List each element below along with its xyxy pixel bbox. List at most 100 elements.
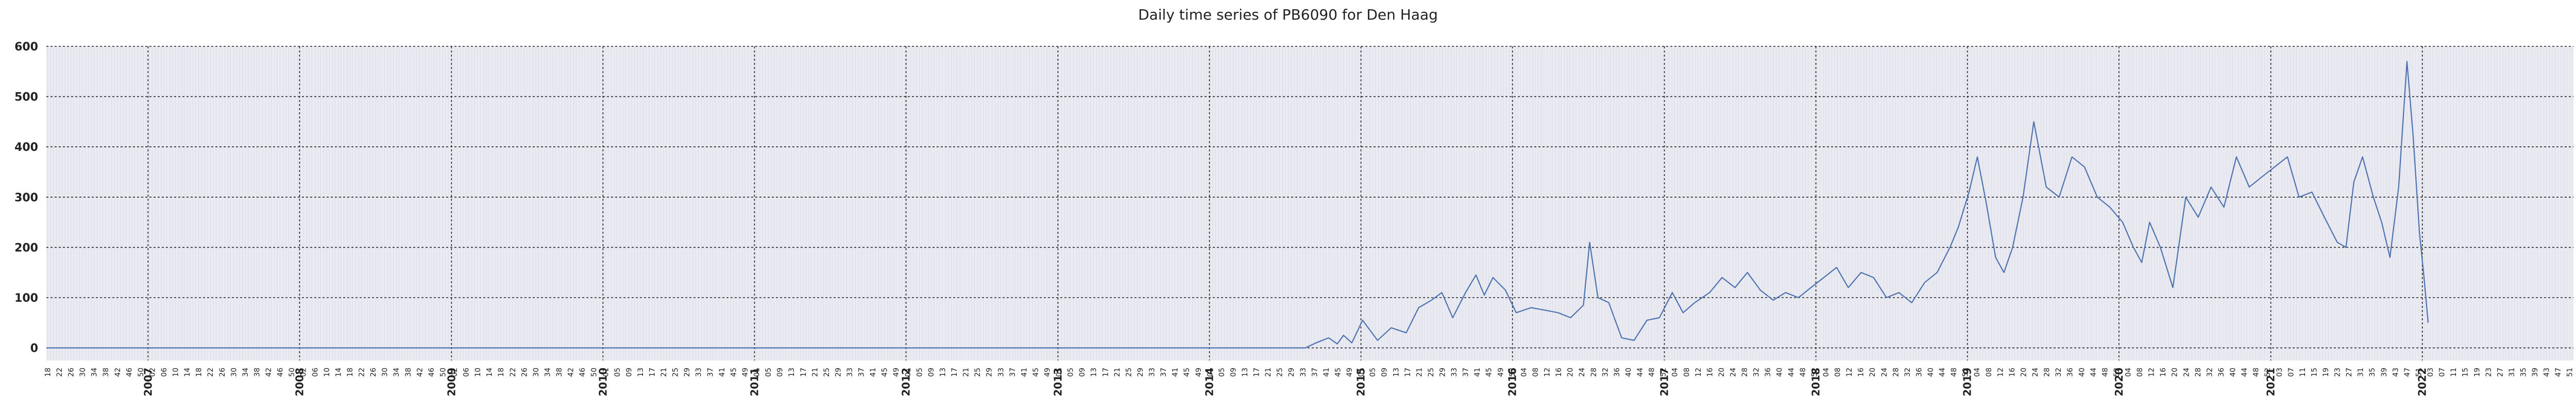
x-tick-label-week: 40 bbox=[1624, 368, 1633, 377]
x-tick-label-week: 13 bbox=[1392, 368, 1400, 377]
x-tick-label-week: 01 bbox=[1358, 368, 1366, 377]
x-tick-label-week: 08 bbox=[1683, 368, 1691, 377]
x-tick-label-week: 21 bbox=[660, 368, 668, 377]
series-line bbox=[46, 61, 2429, 349]
x-tick-label-week: 12 bbox=[2148, 368, 2156, 377]
x-tick-label-week: 35 bbox=[2368, 368, 2377, 377]
x-tick-label-week: 39 bbox=[2380, 368, 2388, 377]
x-tick-label-week: 02 bbox=[451, 368, 459, 377]
y-tick-label: 600 bbox=[14, 41, 38, 54]
y-tick-label: 200 bbox=[14, 242, 38, 254]
x-tick-label-week: 51 bbox=[2566, 368, 2574, 377]
x-tick-label-week: 29 bbox=[1439, 368, 1447, 377]
x-tick-label-week: 43 bbox=[2543, 368, 2551, 377]
x-tick-label-week: 46 bbox=[125, 368, 133, 377]
x-tick-label-week: 03 bbox=[2276, 368, 2284, 377]
x-tick-label-week: 30 bbox=[532, 368, 540, 377]
x-tick-label-week: 15 bbox=[2462, 368, 2470, 377]
x-tick-label-week: 16 bbox=[2008, 368, 2016, 377]
x-tick-label-week: 05 bbox=[1218, 368, 1226, 377]
x-tick-label-week: 05 bbox=[765, 368, 773, 377]
x-tick-label-week: 44 bbox=[2241, 368, 2249, 377]
x-tick-label-week: 05 bbox=[614, 368, 622, 377]
x-tick-label-week: 32 bbox=[2055, 368, 2063, 377]
chart-title: Daily time series of PB6090 for Den Haag bbox=[1138, 6, 1438, 23]
x-tick-label-week: 35 bbox=[2520, 368, 2528, 377]
x-tick-label-week: 27 bbox=[2496, 368, 2504, 377]
x-tick-label-week: 32 bbox=[2206, 368, 2214, 377]
x-tick-label-week: 37 bbox=[1160, 368, 1168, 377]
x-tick-label-week: 25 bbox=[823, 368, 831, 377]
x-tick-label-week: 50 bbox=[439, 368, 447, 377]
x-tick-label-week: 01 bbox=[602, 368, 610, 377]
x-tick-label-week: 13 bbox=[1090, 368, 1098, 377]
x-tick-label-week: 23 bbox=[2334, 368, 2342, 377]
x-tick-label-week: 31 bbox=[2508, 368, 2516, 377]
x-tick-label-year: 2012 bbox=[900, 368, 912, 396]
x-tick-label-week: 32 bbox=[1753, 368, 1761, 377]
x-tick-label-week: 24 bbox=[2031, 368, 2040, 377]
x-tick-label-week: 19 bbox=[2473, 368, 2481, 377]
x-tick-label-week: 30 bbox=[79, 368, 87, 377]
x-tick-label-week: 36 bbox=[1613, 368, 1621, 377]
x-tick-label-week: 02 bbox=[300, 368, 308, 377]
x-tick-label-week: 40 bbox=[2078, 368, 2086, 377]
x-tick-label-week: 36 bbox=[2066, 368, 2075, 377]
x-tick-label-week: 49 bbox=[892, 368, 901, 377]
x-tick-label-week: 42 bbox=[567, 368, 575, 377]
x-tick-label-week: 41 bbox=[869, 368, 877, 377]
x-tick-label-week: 37 bbox=[1009, 368, 1017, 377]
x-tick-label-week: 29 bbox=[1137, 368, 1145, 377]
y-tick-label: 300 bbox=[14, 192, 38, 204]
x-tick-label-week: 33 bbox=[997, 368, 1005, 377]
x-tick-label-week: 16 bbox=[1555, 368, 1563, 377]
x-tick-label-week: 12 bbox=[1996, 368, 2005, 377]
x-tick-label-week: 46 bbox=[428, 368, 436, 377]
x-tick-label-week: 19 bbox=[2322, 368, 2330, 377]
x-tick-label-week: 15 bbox=[2310, 368, 2318, 377]
x-tick-label-week: 37 bbox=[1462, 368, 1470, 377]
x-tick-label-week: 25 bbox=[1125, 368, 1133, 377]
x-tick-label-week: 21 bbox=[1264, 368, 1273, 377]
x-tick-label-week: 17 bbox=[951, 368, 959, 377]
x-tick-label-year: 2020 bbox=[2113, 368, 2125, 396]
x-tick-label-week: 37 bbox=[858, 368, 866, 377]
x-tick-label-week: 01 bbox=[904, 368, 912, 377]
x-tick-label-week: 14 bbox=[334, 368, 343, 377]
y-tick-label: 0 bbox=[30, 342, 38, 355]
x-tick-label-week: 25 bbox=[672, 368, 680, 377]
x-tick-label-week: 12 bbox=[1544, 368, 1552, 377]
x-tick-label-week: 48 bbox=[1799, 368, 1807, 377]
x-tick-label-week: 20 bbox=[2020, 368, 2028, 377]
minor-grid bbox=[47, 46, 2573, 360]
x-tick-label-week: 33 bbox=[1148, 368, 1157, 377]
x-tick-label-week: 14 bbox=[183, 368, 192, 377]
x-tick-label-week: 43 bbox=[2392, 368, 2400, 377]
y-tick-label: 100 bbox=[14, 292, 38, 305]
x-tick-label-week: 45 bbox=[881, 368, 889, 377]
x-tick-label-year: 2018 bbox=[1810, 368, 1822, 396]
x-tick-label-week: 24 bbox=[1578, 368, 1586, 377]
x-tick-label-week: 22 bbox=[358, 368, 366, 377]
x-tick-label-week: 30 bbox=[381, 368, 389, 377]
x-tick-label-year: 2008 bbox=[293, 368, 306, 396]
x-tick-label-week: 08 bbox=[1985, 368, 1993, 377]
x-tick-label-year: 2019 bbox=[1961, 368, 1974, 396]
x-tick-label-week: 24 bbox=[2182, 368, 2191, 377]
x-tick-label-week: 25 bbox=[974, 368, 982, 377]
x-tick-label-week: 33 bbox=[695, 368, 703, 377]
x-tick-label-week: 26 bbox=[67, 368, 76, 377]
x-tick-label-week: 49 bbox=[1044, 368, 1052, 377]
x-tick-label-week: 24 bbox=[1880, 368, 1889, 377]
x-tick-label-week: 17 bbox=[1101, 368, 1110, 377]
x-tick-label-week: 52 bbox=[1810, 368, 1819, 377]
x-tick-label-week: 08 bbox=[1532, 368, 1540, 377]
x-tick-label-week: 01 bbox=[753, 368, 761, 377]
x-tick-label-week: 34 bbox=[393, 368, 401, 377]
x-tick-label-week: 45 bbox=[1334, 368, 1342, 377]
x-tick-label-week: 45 bbox=[1183, 368, 1191, 377]
y-tick-label: 400 bbox=[14, 141, 38, 154]
x-tick-label-week: 30 bbox=[230, 368, 238, 377]
x-tick-label-week: 09 bbox=[1078, 368, 1087, 377]
x-tick-label-week: 48 bbox=[2252, 368, 2261, 377]
